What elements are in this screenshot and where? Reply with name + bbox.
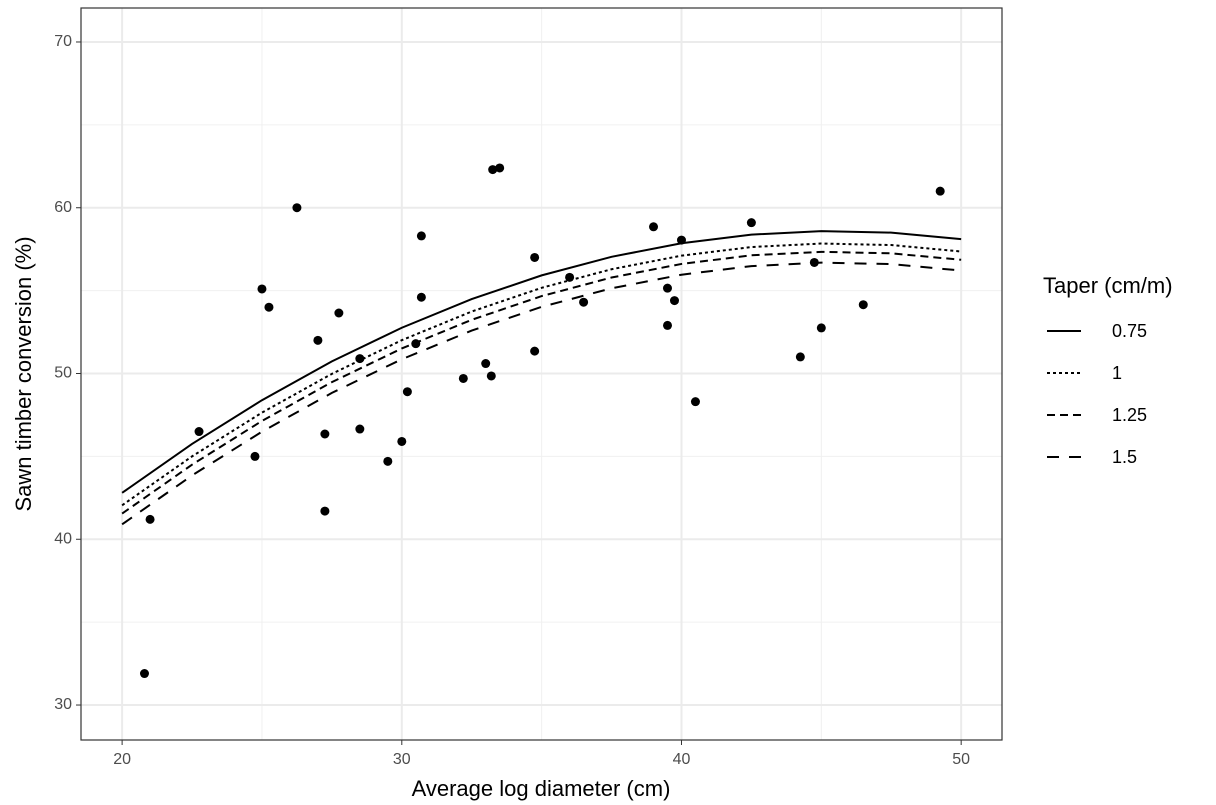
y-axis-title: Sawn timber conversion (%) [11,236,36,511]
data-point [416,231,426,241]
data-point [530,346,540,356]
data-point [816,323,826,333]
data-point [662,320,672,330]
data-point [334,308,344,318]
fit-line [121,250,962,515]
data-point [264,302,274,312]
data-point [858,300,868,310]
data-point [488,165,498,175]
x-tick-label: 20 [113,751,131,768]
data-point [397,436,407,446]
data-point [565,272,575,282]
data-point [530,252,540,262]
panel-border [80,7,1003,741]
data-point [795,352,805,362]
data-point [145,514,155,524]
x-tick-label: 30 [393,751,411,768]
legend-label: 1 [1112,363,1122,383]
data-point [292,203,302,213]
data-point [662,283,672,293]
x-tick-label: 50 [952,751,970,768]
data-point [579,297,589,307]
data-point [320,506,330,516]
data-point [935,186,945,196]
data-point [355,424,365,434]
data-point [250,451,260,461]
data-point [669,296,679,306]
legend-label: 1.25 [1112,405,1147,425]
data-point [676,235,686,245]
fit-line [121,242,962,507]
y-tick-label: 70 [54,33,72,50]
legend-title: Taper (cm/m) [1043,273,1173,298]
data-point [411,339,421,349]
data-point [139,669,149,679]
y-tick-label: 40 [54,530,72,547]
x-tick-label: 40 [673,751,691,768]
data-point [320,429,330,439]
fit-line [121,230,962,494]
y-tick-label: 50 [54,365,72,382]
data-point [486,371,496,381]
data-point [458,373,468,383]
data-point [194,427,204,437]
data-point [649,222,659,232]
x-axis-title: Average log diameter (cm) [412,776,671,801]
data-point [746,218,756,228]
data-point [809,257,819,267]
y-tick-label: 30 [54,696,72,713]
legend-label: 1.5 [1112,447,1137,467]
data-point [495,163,505,173]
data-point [383,456,393,466]
data-point [690,397,700,407]
y-tick-label: 60 [54,199,72,216]
data-point [355,354,365,364]
data-point [402,387,412,397]
fit-line [121,261,962,526]
data-point [481,359,491,369]
data-point [257,284,267,294]
legend-label: 0.75 [1112,321,1147,341]
data-point [416,292,426,302]
data-point [313,335,323,345]
